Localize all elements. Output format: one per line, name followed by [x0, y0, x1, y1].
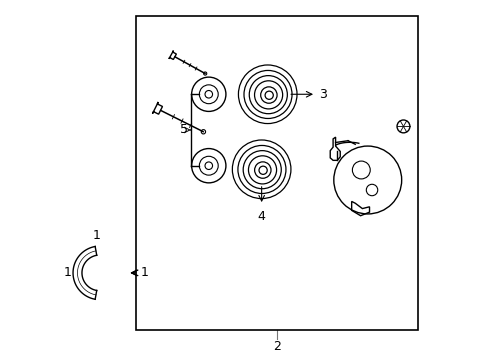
- Text: 4: 4: [257, 210, 265, 223]
- Text: 1: 1: [92, 229, 100, 242]
- Text: 3: 3: [319, 88, 327, 101]
- Text: 5: 5: [180, 123, 187, 136]
- Text: 2: 2: [272, 339, 280, 352]
- Text: 1: 1: [63, 266, 71, 279]
- Bar: [135, 16, 417, 330]
- Text: 1: 1: [141, 266, 148, 279]
